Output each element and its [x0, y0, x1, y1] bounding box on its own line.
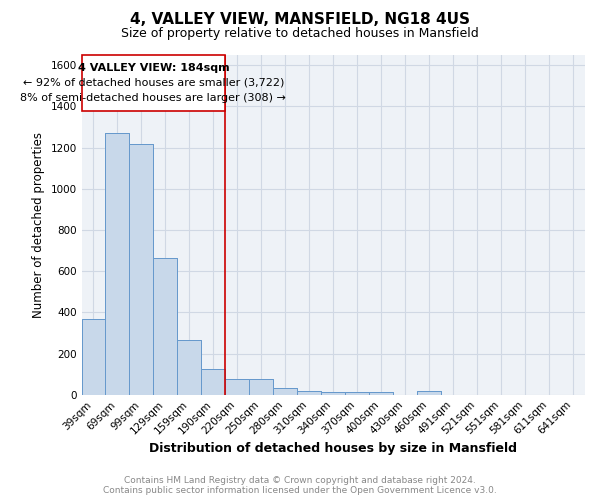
Text: 4, VALLEY VIEW, MANSFIELD, NG18 4US: 4, VALLEY VIEW, MANSFIELD, NG18 4US	[130, 12, 470, 28]
Bar	[106, 133, 130, 394]
Bar	[82, 318, 106, 394]
Bar	[297, 390, 321, 394]
Bar	[130, 144, 154, 394]
Text: ← 92% of detached houses are smaller (3,722): ← 92% of detached houses are smaller (3,…	[23, 78, 284, 88]
FancyBboxPatch shape	[82, 55, 226, 110]
Bar	[202, 369, 226, 394]
Bar	[345, 392, 369, 394]
Bar	[417, 390, 441, 394]
Bar	[274, 388, 297, 394]
Bar	[345, 392, 369, 394]
Text: Contains HM Land Registry data © Crown copyright and database right 2024.
Contai: Contains HM Land Registry data © Crown c…	[103, 476, 497, 495]
Bar	[250, 380, 274, 394]
Bar	[178, 340, 202, 394]
Bar	[106, 133, 130, 394]
Bar	[226, 380, 250, 394]
Bar	[178, 340, 202, 394]
X-axis label: Distribution of detached houses by size in Mansfield: Distribution of detached houses by size …	[149, 442, 517, 455]
Bar	[154, 258, 178, 394]
Bar	[369, 392, 393, 394]
Bar	[82, 318, 106, 394]
Bar	[154, 258, 178, 394]
Text: Size of property relative to detached houses in Mansfield: Size of property relative to detached ho…	[121, 28, 479, 40]
Bar	[130, 144, 154, 394]
Bar	[226, 380, 250, 394]
Bar	[369, 392, 393, 394]
Bar	[274, 388, 297, 394]
Bar	[297, 390, 321, 394]
Bar	[417, 390, 441, 394]
Text: 4 VALLEY VIEW: 184sqm: 4 VALLEY VIEW: 184sqm	[77, 62, 229, 72]
Bar	[202, 369, 226, 394]
Bar	[321, 392, 345, 394]
Bar	[321, 392, 345, 394]
Text: 8% of semi-detached houses are larger (308) →: 8% of semi-detached houses are larger (3…	[20, 93, 286, 103]
Y-axis label: Number of detached properties: Number of detached properties	[32, 132, 45, 318]
Bar	[250, 380, 274, 394]
